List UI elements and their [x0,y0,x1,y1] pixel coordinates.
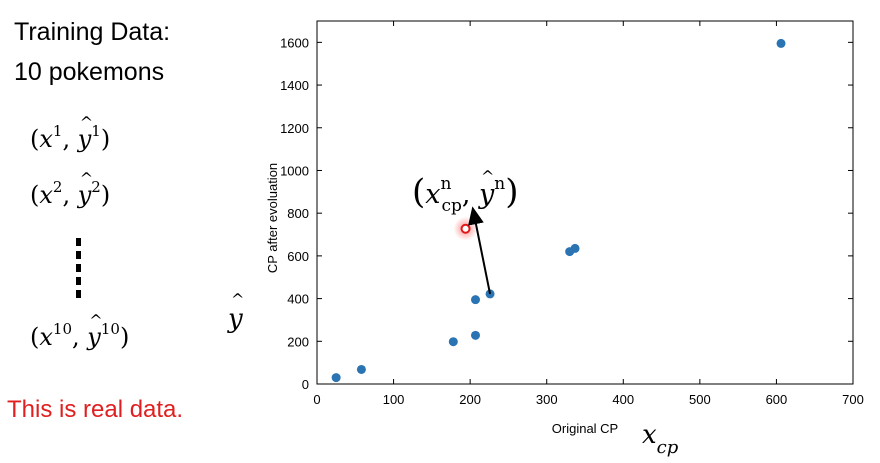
real-data-note: This is real data. [7,396,184,423]
data-pair-2: (x2, y2) [30,169,110,209]
callout-x-sup: n [440,174,452,194]
y-axis: 0 200 400 600 800 1000 1200 1400 1600 [280,35,853,392]
y-tick-label: 200 [287,334,309,349]
y-tick-label: 1000 [280,163,309,178]
y-axis-title: CP after evoluation [265,163,280,273]
training-data-panel: Training Data: 10 pokemons (x1, y1) (x2,… [0,0,250,463]
callout-y-sup: n [494,174,506,194]
vertical-ellipsis [76,238,82,300]
x-tick-label: 300 [536,392,558,407]
x-cp-label: xcp [642,420,678,458]
data-point [471,295,481,305]
x-axis-title: Original CP [552,421,618,436]
pair-2-y-index: 2 [91,178,101,196]
x-tick-label: 600 [766,392,788,407]
pair-10-x-index: 10 [52,320,73,338]
data-point [471,330,481,340]
pair-1-x-index: 1 [52,122,63,140]
y-hat-label: y [228,290,244,334]
x-tick-label: 100 [383,392,405,407]
data-point [331,373,341,383]
x-tick-label: 0 [313,392,320,407]
x-tick-label: 400 [612,392,634,407]
highlighted-point [460,223,471,234]
highlighted-point-label: (xncp, yn) [412,167,519,217]
data-point [570,243,580,253]
data-point [356,364,366,374]
callout-x-sub: cp [441,196,462,217]
callout-y: y [479,167,495,210]
data-point [776,38,786,48]
y-tick-label: 0 [302,377,309,392]
data-point [448,337,458,347]
y-tick-label: 1400 [280,78,309,93]
training-data-count: 10 pokemons [14,58,165,86]
data-pair-1: (x1, y1) [30,113,110,153]
x-tick-label: 200 [459,392,481,407]
data-pair-10: (x10, y10) [30,311,129,351]
plot-frame [316,20,854,385]
pair-10-y-index: 10 [100,320,120,338]
x-tick-label: 500 [689,392,711,407]
x-cp-base: x [642,420,657,450]
data-points [331,38,786,383]
highlight-overlay [453,206,492,295]
y-tick-label: 800 [287,206,309,221]
callout-x: x [425,179,441,210]
pair-1-y-index: 1 [91,122,101,140]
x-axis: 0 100 200 300 400 500 600 700 [313,21,864,407]
y-tick-label: 600 [287,249,309,264]
y-tick-label: 1200 [280,121,309,136]
training-data-heading: Training Data: [14,18,171,46]
y-tick-label: 400 [287,292,309,307]
y-tick-label: 1600 [280,35,309,50]
callout-arrow [468,206,492,295]
x-cp-sub: cp [656,437,679,459]
pair-2-x-index: 2 [52,178,63,196]
x-tick-label: 700 [842,392,864,407]
